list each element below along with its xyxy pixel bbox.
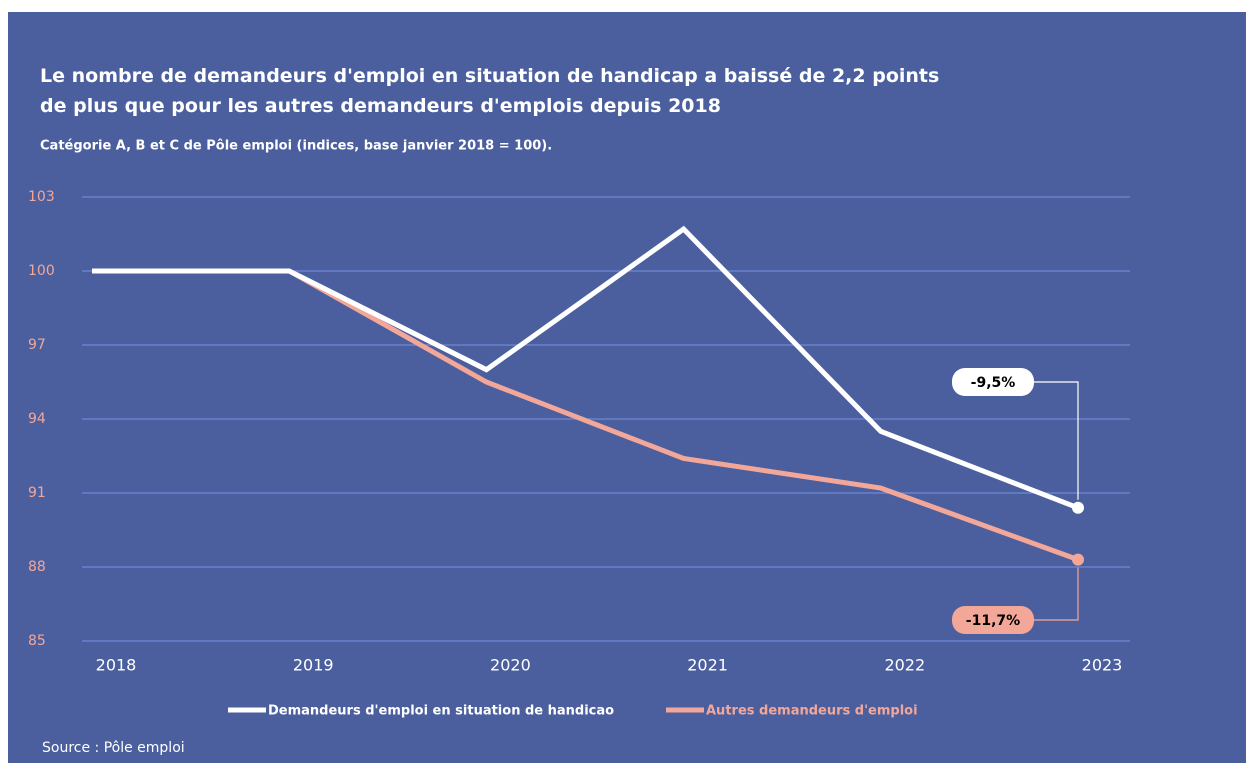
y-tick-label: 97 (28, 337, 46, 353)
x-tick-label: 2019 (293, 656, 334, 675)
y-tick-label: 103 (28, 189, 55, 205)
series-line (92, 225, 1079, 511)
x-tick-label: 2021 (687, 656, 728, 675)
annotation-box (952, 368, 1034, 396)
source: Source : Pôle emploi (42, 740, 185, 756)
end-point (1072, 553, 1084, 566)
annotation-box (952, 606, 1034, 634)
x-tick-label: 2022 (884, 656, 925, 675)
annotation-connector (1032, 567, 1079, 621)
y-tick-label: 88 (28, 559, 46, 575)
annotation: -11,7% (966, 613, 1020, 629)
panel (8, 12, 1246, 763)
chart-subtitle: Catégorie A, B et C de Pôle emploi (indi… (40, 139, 552, 154)
chart-title: Le nombre de demandeurs d'emploi en situ… (40, 65, 939, 117)
annotation-connector (1032, 381, 1079, 500)
y-tick-label: 85 (28, 633, 46, 649)
annotation: -9,5% (971, 375, 1016, 391)
end-point (1072, 501, 1084, 514)
x-tick-label: 2018 (96, 656, 137, 675)
y-tick-label: 91 (28, 485, 46, 501)
legend-label: Autres demandeurs d'emploi (706, 704, 918, 719)
y-tick-label: 94 (28, 411, 46, 427)
y-tick-label: 100 (28, 263, 55, 279)
x-tick-label: 2020 (490, 656, 531, 675)
legend-label: Demandeurs d'emploi en situation de hand… (268, 704, 614, 719)
x-tick-label: 2023 (1082, 656, 1123, 675)
